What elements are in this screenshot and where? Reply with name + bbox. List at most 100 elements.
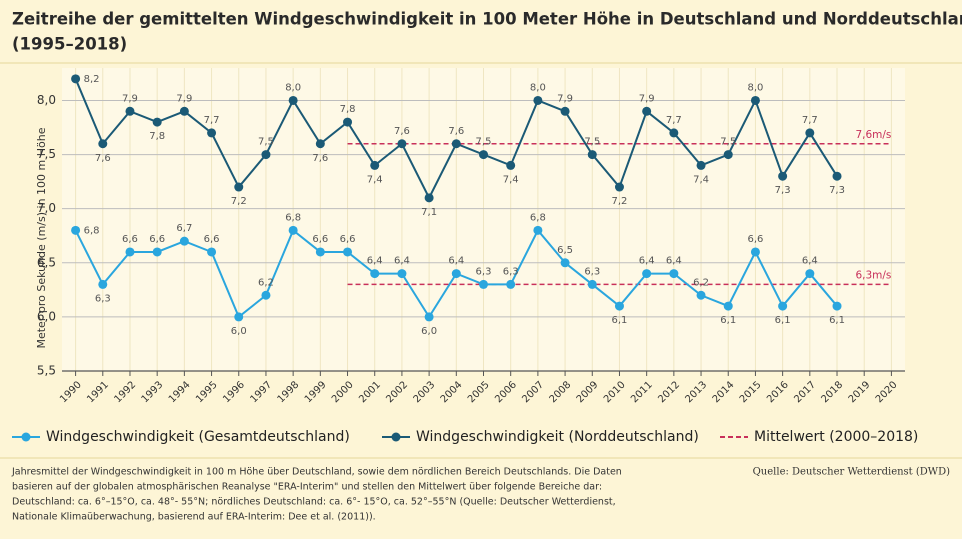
footnote: basieren auf der globalen atmosphärische…: [12, 482, 602, 493]
data-point: [424, 193, 434, 203]
data-point: [288, 225, 298, 235]
value-label: 6,6: [340, 234, 356, 245]
data-point: [451, 139, 461, 149]
y-axis-label: Meter pro Sekunde (m/s) in 100 m Höhe: [35, 127, 48, 348]
data-point: [370, 160, 380, 170]
value-label: 6,7: [176, 223, 192, 234]
y-tick-label: 5,5: [37, 364, 56, 378]
value-label: 7,9: [557, 93, 573, 104]
value-label: 6,6: [312, 234, 328, 245]
value-label: 6,4: [394, 256, 410, 267]
value-label: 6,3: [584, 266, 600, 277]
data-point: [479, 150, 488, 160]
chart-title: Zeitreihe der gemittelten Windgeschwindi…: [12, 10, 962, 29]
data-point: [506, 160, 516, 170]
y-tick-label: 7,5: [37, 147, 56, 161]
value-label: 7,8: [149, 131, 165, 142]
data-point: [560, 258, 570, 268]
data-point: [125, 247, 135, 257]
data-point: [207, 128, 217, 138]
y-tick-label: 8,0: [37, 93, 56, 107]
y-tick-label: 6,5: [37, 255, 56, 269]
value-label: 7,7: [204, 115, 220, 126]
value-label: 6,6: [149, 234, 165, 245]
data-point: [98, 139, 108, 149]
value-label: 7,6: [95, 153, 111, 164]
data-point: [479, 279, 488, 289]
data-point: [315, 247, 325, 257]
value-label: 6,3: [503, 266, 519, 277]
value-label: 7,3: [829, 185, 845, 196]
data-point: [533, 95, 543, 105]
data-point: [288, 95, 298, 105]
data-point: [451, 269, 461, 279]
value-label: 7,7: [802, 115, 818, 126]
data-point: [506, 279, 516, 289]
footnote: Nationale Klimaüberwachung, basierend au…: [12, 512, 376, 523]
data-point: [397, 139, 407, 149]
value-label: 7,1: [421, 207, 437, 218]
data-point: [832, 171, 842, 181]
data-point: [778, 301, 788, 311]
data-point: [805, 269, 815, 279]
value-label: 6,4: [639, 256, 655, 267]
data-point: [778, 171, 788, 181]
value-label: 6,8: [285, 212, 301, 223]
value-label: 7,6: [394, 126, 410, 137]
y-tick-label: 6,0: [37, 309, 56, 323]
data-point: [179, 236, 189, 246]
data-point: [234, 312, 244, 322]
data-point: [750, 247, 760, 257]
data-point: [587, 279, 597, 289]
data-point: [424, 312, 434, 322]
value-label: 6,5: [557, 245, 573, 256]
data-point: [343, 117, 353, 127]
data-point: [669, 269, 679, 279]
value-label: 6,3: [476, 266, 492, 277]
value-label: 7,6: [448, 126, 464, 137]
data-point: [370, 269, 380, 279]
data-point: [696, 290, 706, 300]
data-point: [614, 301, 624, 311]
value-label: 6,3: [95, 293, 111, 304]
data-point: [750, 95, 760, 105]
value-label: 6,8: [84, 225, 100, 236]
mean-label: 7,6m/s: [855, 129, 891, 141]
footnote: Deutschland: ca. 6°–15°O, ca. 48°- 55°N;…: [12, 497, 616, 508]
data-point: [614, 182, 624, 192]
data-point: [642, 269, 652, 279]
value-label: 7,5: [720, 137, 736, 148]
value-label: 7,3: [775, 185, 791, 196]
value-label: 6,0: [231, 326, 247, 337]
value-label: 7,6: [312, 153, 328, 164]
value-label: 6,4: [666, 256, 682, 267]
legend-label: Windgeschwindigkeit (Gesamtdeutschland): [46, 429, 350, 445]
value-label: 6,1: [829, 315, 845, 326]
data-point: [71, 74, 81, 84]
value-label: 8,0: [747, 82, 763, 93]
mean-label: 6,3m/s: [855, 269, 891, 281]
value-label: 7,9: [639, 93, 655, 104]
value-label: 7,8: [340, 104, 356, 115]
data-point: [315, 139, 325, 149]
y-tick-label: 7,0: [37, 201, 56, 215]
source: Quelle: Deutscher Wetterdienst (DWD): [753, 467, 950, 478]
legend-label: Windgeschwindigkeit (Norddeutschland): [416, 429, 699, 445]
value-label: 6,4: [448, 256, 464, 267]
data-point: [234, 182, 244, 192]
value-label: 7,4: [367, 174, 383, 185]
data-point: [669, 128, 679, 138]
value-label: 6,8: [530, 212, 546, 223]
value-label: 7,2: [231, 196, 247, 207]
chart-title: (1995–2018): [12, 35, 127, 54]
value-label: 7,4: [693, 174, 709, 185]
value-label: 6,6: [122, 234, 138, 245]
value-label: 6,6: [747, 234, 763, 245]
data-point: [723, 150, 733, 160]
legend-label: Mittelwert (2000–2018): [754, 429, 918, 445]
data-point: [152, 117, 162, 127]
value-label: 7,9: [176, 93, 192, 104]
value-label: 6,4: [367, 256, 383, 267]
value-label: 7,5: [584, 137, 600, 148]
value-label: 6,1: [775, 315, 791, 326]
